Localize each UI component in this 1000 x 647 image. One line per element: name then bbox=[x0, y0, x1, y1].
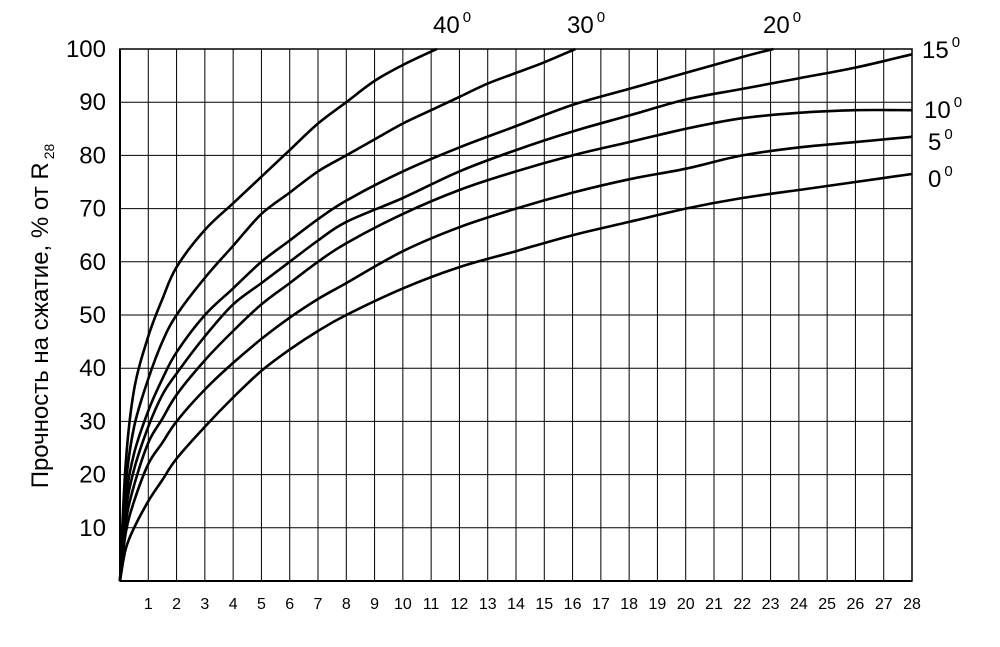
y-tick-label: 80 bbox=[79, 142, 106, 169]
curve-5-deg bbox=[118, 135, 913, 582]
curve-labels: 40 0 30 0 20 0 15 0 10 05 0 0 0 bbox=[433, 9, 962, 193]
curve-15-deg bbox=[118, 53, 913, 582]
y-tick-label: 30 bbox=[79, 408, 106, 435]
x-tick-label: 9 bbox=[370, 596, 379, 613]
x-tick-label: 1 bbox=[144, 596, 153, 613]
y-tick-label: 40 bbox=[79, 355, 106, 382]
x-tick-label: 23 bbox=[762, 596, 780, 613]
y-tick-label: 100 bbox=[66, 36, 106, 63]
x-tick-label: 5 bbox=[257, 596, 266, 613]
curve-20-deg bbox=[118, 47, 774, 582]
x-tick-label: 24 bbox=[790, 596, 808, 613]
x-tick-label: 3 bbox=[200, 596, 209, 613]
x-tick-label: 28 bbox=[903, 596, 921, 613]
x-tick-label: 27 bbox=[875, 596, 893, 613]
curve-30-deg bbox=[118, 47, 576, 582]
curve-40-deg bbox=[118, 47, 438, 582]
x-tick-labels: 1 2 3 4 5 6 7 8 9 10 11 12 13 14 15 16 17 18 19 20 21 22 23 24 2… bbox=[144, 596, 921, 613]
x-tick-label: 15 bbox=[535, 596, 553, 613]
y-tick-label: 60 bbox=[79, 249, 106, 276]
x-tick-label: 17 bbox=[592, 596, 610, 613]
y-tick-label: 50 bbox=[79, 302, 106, 329]
x-tick-label: 21 bbox=[705, 596, 723, 613]
x-tick-label: 11 bbox=[423, 596, 440, 613]
curve-label-20: 20 0 bbox=[763, 9, 801, 39]
y-axis-label-text: Прочность на сжатие, % от R bbox=[27, 162, 54, 488]
y-tick-label: 10 bbox=[79, 515, 106, 542]
curve-label-30: 30 0 bbox=[567, 9, 605, 39]
plot-frame bbox=[119, 48, 913, 582]
curve-10-deg bbox=[118, 108, 913, 582]
x-tick-label: 14 bbox=[507, 596, 525, 613]
x-tick-label: 10 bbox=[394, 596, 412, 613]
x-tick-label: 25 bbox=[818, 596, 836, 613]
y-axis-label: Прочность на сжатие, % от R 28 bbox=[27, 143, 57, 488]
x-tick-label: 2 bbox=[172, 596, 181, 613]
x-tick-label: 19 bbox=[649, 596, 667, 613]
y-axis-label-subscript: 28 bbox=[41, 143, 57, 159]
curve-label-15: 15 0 bbox=[922, 34, 960, 64]
curve-label-10: 10 0 bbox=[924, 94, 962, 124]
x-tick-label: 12 bbox=[451, 596, 469, 613]
x-tick-label: 22 bbox=[733, 596, 751, 613]
x-tick-label: 20 bbox=[677, 596, 695, 613]
y-tick-label: 70 bbox=[79, 196, 106, 223]
y-tick-label: 20 bbox=[79, 462, 106, 489]
y-tick-label: 90 bbox=[79, 89, 106, 116]
x-tick-label: 4 bbox=[229, 596, 238, 613]
x-tick-label: 13 bbox=[479, 596, 497, 613]
grid-lines bbox=[119, 48, 913, 582]
curve-label-40: 40 0 bbox=[433, 9, 471, 39]
x-tick-label: 16 bbox=[564, 596, 582, 613]
x-tick-label: 26 bbox=[847, 596, 865, 613]
y-tick-labels: 10 20 30 40 50 60 70 80 90 100 bbox=[66, 36, 106, 542]
x-tick-label: 18 bbox=[620, 596, 638, 613]
curve-0-deg bbox=[118, 172, 913, 582]
x-tick-label: 6 bbox=[285, 596, 294, 613]
x-tick-label: 8 bbox=[342, 596, 351, 613]
curves bbox=[118, 47, 913, 582]
x-tick-label: 7 bbox=[314, 596, 323, 613]
